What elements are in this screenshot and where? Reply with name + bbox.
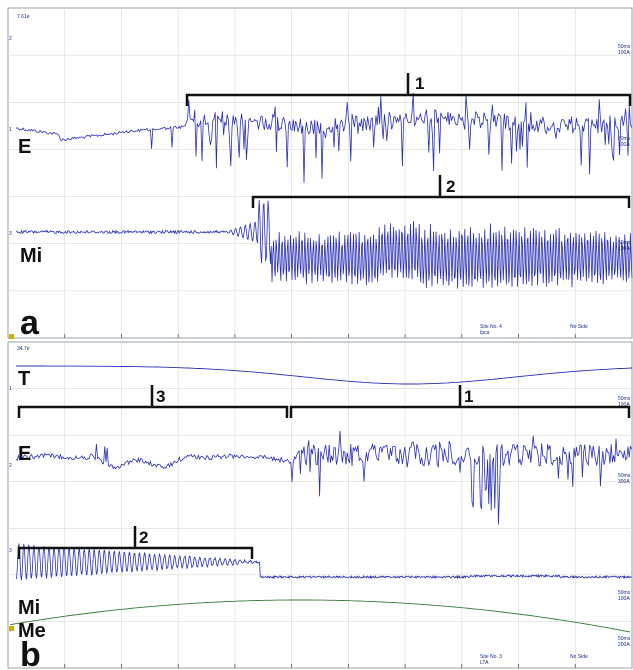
series-label-b-t: T [18, 368, 30, 390]
panel-b-axis-mark-3: 3 [9, 548, 12, 554]
right-label-a-2-line: 100A [618, 142, 630, 148]
right-label-b-4-line: 200A [618, 642, 630, 648]
bracket-label-b-2: 2 [139, 528, 148, 547]
panel-a-site-line: Ipca [480, 330, 490, 336]
right-label-b-3-line: 50ms [618, 590, 631, 596]
trace-b-e [15, 430, 632, 525]
right-label-b-1-line: 100A [618, 402, 630, 408]
traces [9, 92, 633, 633]
panel-b-site-line: Site No. 3 [480, 654, 502, 660]
panel-b-site-line: LTA [480, 660, 489, 666]
right-label-a-1-line: 50ms [618, 44, 631, 50]
panel-b-frame [7, 341, 633, 669]
panel-a-site: Site No. 4 Ipca [480, 324, 502, 336]
trace-a-e [15, 92, 632, 183]
right-label-b-3-line: 100A [618, 596, 630, 602]
right-label-b-1-line: 50ms [618, 396, 631, 402]
bracket-label-a-2: 2 [446, 177, 455, 196]
right-label-b-2-line: 300A [618, 479, 630, 485]
right-label-a-3-line: 100A [618, 246, 630, 252]
right-label-b-3: 50ms 100A [618, 590, 631, 602]
panel-a-side: No Side [570, 324, 588, 330]
right-label-b-2: 50ms 300A [618, 473, 631, 485]
trace-b-t [16, 365, 633, 385]
series-label-b-me: Me [18, 620, 46, 642]
series-label-a-e: E [18, 136, 31, 158]
right-label-b-1: 50ms 100A [618, 396, 631, 408]
panel-a-site-line: Site No. 4 [480, 324, 502, 330]
panel-letter-b: b [20, 636, 41, 670]
panel-b-scale: 34.7e [17, 346, 30, 352]
panel-b-grid [8, 342, 632, 668]
right-label-a-1: 50ms 100A [618, 44, 631, 56]
panel-a-corner-marker [9, 334, 14, 339]
right-label-a-3: 50ms 100A [618, 240, 631, 252]
trace-b-me [9, 599, 631, 633]
panel-b-axis-mark-2: 2 [9, 463, 12, 469]
right-label-a-2-line: 50ms [618, 136, 631, 142]
bracket-label-b-1: 1 [464, 387, 473, 406]
panel-b-side: No Side [570, 654, 588, 660]
panel-letter-a: a [20, 304, 40, 342]
series-label-b-e: E [18, 443, 31, 465]
trace-a-mi [15, 199, 633, 289]
right-label-a-1-line: 100A [618, 50, 630, 56]
right-label-b-4-line: 50ms [618, 636, 631, 642]
bracket-label-b-3: 3 [156, 387, 165, 406]
right-label-b-4: 50ms 200A [618, 636, 631, 648]
panel-a-axis-mark-2: 2 [9, 36, 12, 42]
panel-b-axis-mark-1: 1 [9, 386, 12, 392]
panel-a-axis-mark-3: 3 [9, 231, 12, 237]
panel-b-corner-marker [9, 626, 14, 631]
panel-a-frame [7, 7, 633, 339]
panel-a-axis-mark-1: 1 [9, 127, 12, 133]
series-label-b-mi: Mi [18, 597, 40, 619]
panel-b-right-labels: 50ms 100A 50ms 300A 50ms 100A 50ms 200A [618, 396, 631, 648]
panel-a-scale: 7.61e [17, 14, 30, 20]
right-label-a-3-line: 50ms [618, 240, 631, 246]
right-label-b-2-line: 50ms [618, 473, 631, 479]
panel-a-right-labels: 50ms 100A 50ms 100A 50ms 100A [618, 44, 631, 252]
trace-b-mi [15, 543, 632, 581]
right-label-a-2: 50ms 100A [618, 136, 631, 148]
brackets [17, 73, 632, 559]
panel-b-site: Site No. 3 LTA [480, 654, 502, 666]
series-label-a-mi: Mi [20, 245, 42, 267]
bracket-label-a-1: 1 [415, 74, 424, 93]
